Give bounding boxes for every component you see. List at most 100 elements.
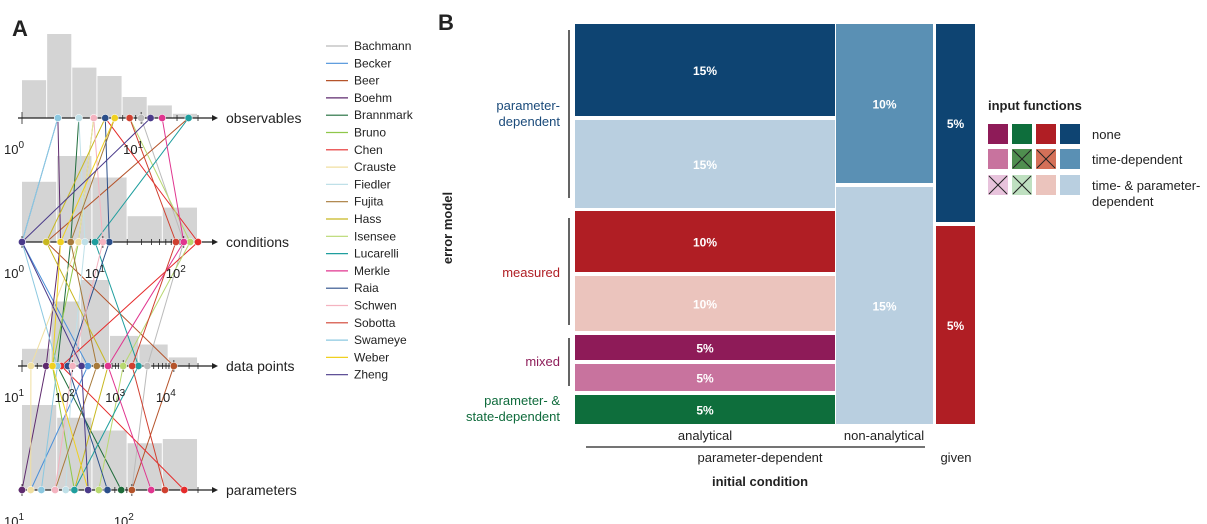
legend-label: Becker: [354, 56, 391, 70]
series-marker-bachmann: [143, 362, 152, 370]
histogram-bar: [172, 113, 197, 118]
series-line-fujita: [54, 117, 116, 491]
legend-row-label: time-dependent: [1092, 152, 1183, 167]
x-axis-title: initial condition: [712, 474, 808, 489]
series-marker-sobotta: [128, 362, 136, 370]
cell-value: 10%: [693, 298, 717, 312]
cell-value: 10%: [693, 236, 717, 250]
series-marker-swameye: [37, 486, 46, 494]
histogram-bar: [22, 181, 57, 242]
legend-label: Fujita: [354, 195, 384, 209]
series-line-isensee: [98, 117, 191, 491]
series-marker-crauste: [74, 238, 83, 246]
legend-row-label: none: [1092, 127, 1121, 142]
mosaic-cell: [936, 226, 975, 424]
x-group-label: parameter-dependent: [697, 450, 822, 465]
series-marker-weber: [56, 238, 65, 246]
series-line-sobotta: [129, 117, 177, 491]
series-marker-brannmark: [117, 486, 126, 494]
legend-label: Fiedler: [354, 177, 391, 191]
legend-label: Swameye: [354, 333, 407, 347]
mosaic-cell: [575, 211, 835, 272]
series-marker-zheng: [146, 114, 155, 122]
mosaic-cell: [575, 120, 835, 208]
series-marker-raia: [105, 238, 114, 246]
series-marker-sobotta: [161, 486, 169, 494]
tick-label: 101: [123, 140, 143, 157]
series-line-brannmark: [56, 117, 122, 491]
cell-value: 10%: [872, 98, 896, 112]
histogram-bar: [22, 348, 51, 366]
series-marker-raia: [103, 486, 112, 494]
tick-label: 100: [4, 264, 24, 281]
cell-value: 15%: [693, 64, 717, 78]
cell-value: 15%: [872, 300, 896, 314]
tick-label: 102: [55, 388, 75, 405]
axis-name: data points: [226, 358, 295, 374]
legend-label: Lucarelli: [354, 247, 399, 261]
series-line-weber: [51, 117, 116, 491]
series-marker-isensee: [94, 486, 103, 494]
legend-label: Crauste: [354, 160, 396, 174]
histogram-bar: [168, 357, 197, 366]
legend-swatch: [1036, 175, 1056, 195]
series-marker-chen: [180, 486, 189, 494]
histogram-bar: [72, 67, 97, 118]
tick-label: 103: [105, 388, 125, 405]
histogram-bar: [47, 34, 72, 118]
legend-label: Beer: [354, 74, 379, 88]
series-marker-isensee: [119, 362, 128, 370]
series-marker-zheng: [77, 362, 86, 370]
series-marker-weber: [110, 114, 119, 122]
series-line-zheng: [21, 117, 151, 491]
y-axis-title: error model: [440, 192, 455, 264]
legend-label: Chen: [354, 143, 383, 157]
legend-swatch: [1036, 124, 1056, 144]
panel-a: 100 101 observables 100 101 102 conditions 101 1…: [4, 34, 414, 524]
legend-row-label: dependent: [1092, 194, 1154, 209]
y-group-label: state-dependent: [466, 409, 560, 424]
series-line-hass: [45, 117, 109, 491]
series-marker-boehm: [18, 486, 26, 494]
series-marker-crauste: [27, 362, 35, 370]
legend-label: Hass: [354, 212, 381, 226]
histogram-bar: [127, 216, 162, 242]
mosaic-cell: [575, 276, 835, 331]
histogram-bar: [97, 76, 122, 118]
axis-arrow: [212, 487, 218, 493]
series-marker-beer: [128, 486, 136, 494]
legend-label: Merkle: [354, 264, 390, 278]
mosaic-cell: [575, 24, 835, 116]
histogram-bar: [162, 207, 197, 242]
mosaic-cell: [575, 335, 835, 360]
axis-arrow: [212, 115, 218, 121]
legend-label: Zheng: [354, 368, 388, 382]
legend-label: Brannmark: [354, 108, 414, 122]
histogram-bar: [139, 344, 168, 366]
series-marker-zheng: [18, 238, 26, 246]
cell-value: 15%: [693, 158, 717, 172]
legend-swatch: [1060, 175, 1080, 195]
swatch-cross: [1012, 149, 1032, 169]
series-marker-weber: [48, 362, 57, 370]
series-marker-merkle: [158, 114, 166, 122]
histogram-bar: [147, 105, 172, 118]
axis-name: parameters: [226, 482, 297, 498]
panel-b-label: B: [438, 10, 454, 35]
series-line-chen: [60, 117, 199, 491]
cell-value: 5%: [696, 342, 714, 356]
series-line-boehm: [21, 117, 62, 491]
series-marker-swameye: [54, 114, 62, 122]
swatch-cross: [988, 175, 1008, 195]
y-group-label: measured: [502, 265, 560, 280]
legend-row-label: time- & parameter-: [1092, 178, 1200, 193]
legend-swatch: [1060, 124, 1080, 144]
cell-value: 5%: [696, 404, 714, 418]
series-line-schwen: [54, 117, 104, 491]
tick-label: 102: [114, 512, 134, 524]
legend-swatch: [988, 149, 1008, 169]
swatch-cross: [1036, 149, 1056, 169]
y-group-label: parameter-: [496, 98, 560, 113]
legend-label: Schwen: [354, 299, 397, 313]
legend-label: Isensee: [354, 229, 396, 243]
